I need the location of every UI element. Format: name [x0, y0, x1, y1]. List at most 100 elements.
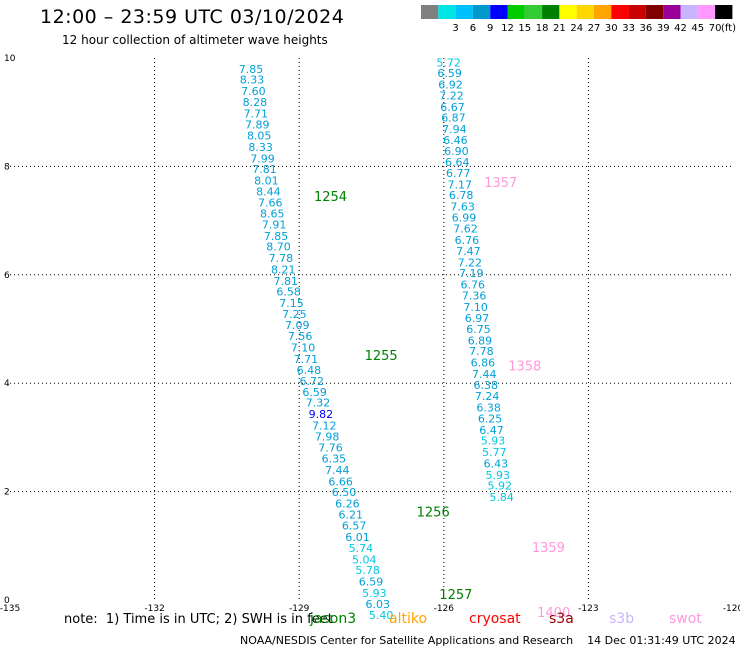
wave-height-value: 6.97 — [465, 312, 490, 325]
x-tick-label: -126 — [434, 604, 455, 614]
wave-height-value: 5.74 — [349, 542, 374, 555]
wave-height-value: 7.85 — [264, 230, 289, 243]
wave-height-value: 6.21 — [339, 508, 364, 521]
legend-swatch — [628, 5, 646, 19]
wave-height-value: 6.38 — [476, 402, 501, 415]
legend-tick-label: 30 — [605, 23, 618, 34]
wave-height-value: 8.65 — [260, 208, 285, 221]
wave-height-value: 7.81 — [273, 275, 298, 288]
wave-height-value: 6.57 — [342, 520, 367, 533]
wave-height-value: 6.50 — [332, 486, 357, 499]
wave-height-value: 7.71 — [244, 107, 269, 120]
wave-height-value: 6.76 — [460, 279, 485, 292]
wave-height-value: 7.32 — [306, 397, 331, 410]
map-title: 12:00 – 23:59 UTC 03/10/2024 — [40, 6, 345, 28]
wave-height-value: 7.15 — [279, 297, 304, 310]
wave-height-value: 7.71 — [294, 353, 319, 366]
legend-swatch — [507, 5, 525, 19]
legend-tick-label: 42 — [674, 23, 687, 34]
wave-height-value: 6.92 — [438, 79, 463, 92]
wave-height-value: 6.67 — [440, 101, 465, 114]
pass-time-label: 1255 — [365, 349, 398, 364]
legend-swatch — [438, 5, 456, 19]
wave-height-value: 8.33 — [240, 74, 265, 87]
legend-tick-label: 39 — [657, 23, 670, 34]
wave-height-value: 6.99 — [452, 211, 477, 224]
legend-tick-label: 6 — [470, 23, 476, 34]
pass-time-label: 1400 — [537, 606, 570, 621]
wave-height-value: 7.78 — [469, 345, 494, 358]
wave-height-value: 7.12 — [312, 419, 337, 432]
wave-height-value: 8.33 — [248, 141, 273, 154]
x-tick-label: -129 — [289, 604, 310, 614]
legend-swatch — [680, 5, 698, 19]
wave-height-value: 5.92 — [487, 480, 512, 493]
wave-height-value: 7.99 — [250, 152, 275, 165]
footer-note: note: 1) Time is in UTC; 2) SWH is in fe… — [64, 612, 333, 627]
legend-tick-label: 3 — [452, 23, 458, 34]
pass-time-label: 1358 — [508, 359, 541, 374]
wave-height-value: 7.56 — [288, 330, 313, 343]
y-tick-label: 10 — [4, 54, 16, 64]
y-tick-label: 8 — [4, 162, 10, 172]
satellite-swot: swot — [669, 611, 702, 627]
wave-height-value: 7.36 — [462, 289, 487, 302]
legend-tick-label: 45 — [691, 23, 704, 34]
wave-height-value: 7.94 — [442, 123, 467, 136]
wave-height-value: 6.64 — [445, 156, 470, 169]
legend-tick-label: 15 — [518, 23, 531, 34]
wave-height-value: 7.22 — [458, 256, 483, 269]
legend-swatch — [645, 5, 664, 19]
pass-time-label: 1357 — [484, 176, 517, 191]
wave-height-value: 7.78 — [269, 252, 294, 265]
y-tick-label: 0 — [4, 596, 10, 606]
legend-swatch — [594, 5, 612, 19]
legend-swatch — [697, 5, 716, 19]
legend-tick-label: 18 — [536, 23, 549, 34]
map-subtitle: 12 hour collection of altimeter wave hei… — [62, 33, 328, 47]
wave-height-value: 5.93 — [486, 469, 511, 482]
wave-height-value: 6.03 — [366, 598, 391, 611]
satellite-altiko: altiko — [389, 611, 428, 627]
wave-height-value: 6.89 — [468, 334, 493, 347]
satellite-cryosat: cryosat — [469, 611, 521, 627]
wave-height-value: 6.01 — [345, 531, 370, 544]
wave-height-value: 8.21 — [271, 263, 296, 276]
legend-tick-label: 12 — [501, 23, 514, 34]
wave-height-value: 6.86 — [471, 357, 496, 370]
wave-height-value: 6.38 — [473, 379, 498, 392]
wave-height-value: 8.28 — [243, 96, 268, 109]
wave-height-value: 7.91 — [262, 218, 287, 231]
wave-height-value: 6.26 — [335, 498, 360, 511]
legend-swatch — [611, 5, 629, 19]
wave-height-value: 5.78 — [355, 564, 380, 577]
wave-height-value: 8.44 — [256, 185, 281, 198]
wave-height-value: 6.47 — [479, 424, 504, 437]
wave-height-value: 7.66 — [258, 197, 283, 210]
legend-tick-label: 27 — [588, 23, 601, 34]
wave-height-value: 5.93 — [481, 435, 506, 448]
wave-height-value: 5.40 — [369, 609, 394, 622]
y-tick-label: 4 — [4, 379, 10, 389]
wave-height-value: 6.78 — [449, 189, 474, 202]
legend-swatch — [490, 5, 508, 19]
satellite-s3b: s3b — [609, 611, 635, 627]
wave-height-value: 6.76 — [455, 234, 480, 247]
wave-height-value: 6.35 — [322, 453, 347, 466]
legend-swatch — [421, 5, 439, 19]
wave-height-value: 8.70 — [266, 241, 291, 254]
x-tick-label: -135 — [0, 604, 20, 614]
wave-height-value: 7.47 — [456, 245, 481, 258]
y-tick-label: 2 — [4, 488, 10, 498]
wave-height-value: 7.81 — [252, 163, 277, 176]
wave-height-value: 6.77 — [446, 167, 471, 180]
wave-height-value: 7.25 — [282, 308, 307, 321]
legend-swatch — [576, 5, 594, 19]
wave-height-value: 5.04 — [352, 553, 377, 566]
wave-height-value: 6.46 — [443, 134, 468, 147]
wave-height-value: 7.44 — [325, 464, 350, 477]
wave-height-value: 7.19 — [459, 267, 484, 280]
legend-tick-label: 9 — [487, 23, 493, 34]
